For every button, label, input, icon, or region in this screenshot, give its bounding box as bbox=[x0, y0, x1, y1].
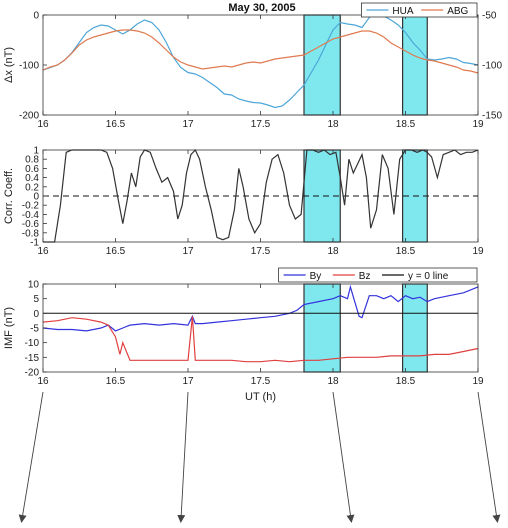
x-tick-label: 16 bbox=[37, 119, 49, 130]
x-tick-label: 17 bbox=[182, 246, 194, 257]
x-tick-label: 16 bbox=[37, 376, 49, 387]
x-tick-label: 17.5 bbox=[251, 376, 271, 387]
x-axis-label: UT (h) bbox=[245, 391, 276, 403]
x-tick-label: 16.5 bbox=[106, 246, 126, 257]
y-tick-label: 0.2 bbox=[25, 182, 39, 193]
highlight-interval bbox=[402, 14, 428, 116]
y-tick-label: 0 bbox=[33, 309, 39, 320]
y-tick-label: -1 bbox=[30, 238, 39, 249]
y-tick-label: 0 bbox=[33, 192, 39, 203]
y-tick-label: -100 bbox=[19, 61, 39, 72]
x-tick-label: 18.5 bbox=[396, 376, 416, 387]
y2-tick-label: -150 bbox=[482, 111, 502, 122]
x-tick-label: 18.5 bbox=[396, 119, 416, 130]
x-tick-label: 18.5 bbox=[396, 246, 416, 257]
highlight-interval bbox=[303, 14, 341, 116]
pointer-arrow bbox=[477, 391, 501, 523]
y-tick-label: -15 bbox=[25, 353, 40, 364]
x-tick-label: 16 bbox=[37, 246, 49, 257]
legend-label: By bbox=[310, 271, 322, 282]
y-axis-label: Δx (nT) bbox=[3, 47, 15, 83]
x-tick-label: 17.5 bbox=[251, 246, 271, 257]
legend-label: ABG bbox=[447, 6, 468, 17]
x-tick-label: 17 bbox=[182, 376, 194, 387]
x-tick-label: 18 bbox=[327, 246, 339, 257]
y-tick-label: -0.6 bbox=[22, 219, 40, 230]
legend-label: Bz bbox=[359, 271, 371, 282]
series-line bbox=[42, 316, 479, 363]
x-tick-label: 16.5 bbox=[106, 376, 126, 387]
highlight-interval bbox=[402, 283, 428, 373]
imf-panel: 16 16.5 17 17.5 18 18.5 19 10 5 0 -5 -10 -15 -20 IMF (… bbox=[3, 267, 484, 403]
y2-tick-label: -100 bbox=[482, 61, 502, 72]
y-tick-label: -0.8 bbox=[22, 228, 40, 239]
x-tick-label: 16.5 bbox=[106, 119, 126, 130]
y-tick-label: 1 bbox=[33, 146, 39, 157]
y-tick-label: -5 bbox=[30, 324, 39, 335]
y-tick-label: -0.2 bbox=[22, 201, 40, 212]
legend-label: y = 0 line bbox=[408, 271, 449, 282]
y-tick-label: -200 bbox=[19, 111, 39, 122]
y-tick-label: 0.8 bbox=[25, 155, 39, 166]
y2-tick-label: -50 bbox=[482, 11, 497, 22]
series-line bbox=[42, 29, 479, 74]
legend-box bbox=[278, 267, 478, 283]
y-tick-label: -10 bbox=[25, 338, 40, 349]
pointer-arrows bbox=[18, 391, 501, 523]
x-tick-label: 18 bbox=[327, 376, 339, 387]
y-axis-label: Corr. Coeff. bbox=[3, 168, 15, 224]
y-tick-label: 0 bbox=[33, 11, 39, 22]
legend-box bbox=[360, 2, 478, 18]
x-tick-label: 19 bbox=[472, 376, 484, 387]
x-tick-label: 19 bbox=[472, 119, 484, 130]
x-tick-label: 17 bbox=[182, 119, 194, 130]
y-tick-label: 10 bbox=[28, 280, 40, 291]
series-line bbox=[42, 284, 479, 332]
y-axis-label: IMF (nT) bbox=[3, 307, 15, 349]
y-tick-label: 5 bbox=[33, 294, 39, 305]
correlation-panel: 16 16.5 17 17.5 18 18.5 1910.80.60.40.20-0.2-0… bbox=[3, 146, 484, 258]
y-tick-label: 0.4 bbox=[25, 173, 39, 184]
y-tick-label: -0.4 bbox=[22, 210, 40, 221]
legend-label: HUA bbox=[392, 6, 413, 17]
pointer-arrow bbox=[18, 391, 44, 523]
pointer-arrow bbox=[332, 391, 355, 523]
chart-title: May 30, 2005 bbox=[228, 2, 295, 14]
y-tick-label: 0.6 bbox=[25, 164, 39, 175]
y-tick-label: -20 bbox=[25, 368, 40, 379]
x-tick-label: 19 bbox=[472, 246, 484, 257]
x-tick-label: 17.5 bbox=[251, 119, 271, 130]
pointer-arrow bbox=[177, 391, 189, 523]
series-line bbox=[42, 11, 479, 109]
magnetometer-panel: 16 16.5 17 17.5 18 18.5 19 0 -100 -200 -50 -100 -150… bbox=[3, 2, 502, 130]
x-tick-label: 18 bbox=[327, 119, 339, 130]
